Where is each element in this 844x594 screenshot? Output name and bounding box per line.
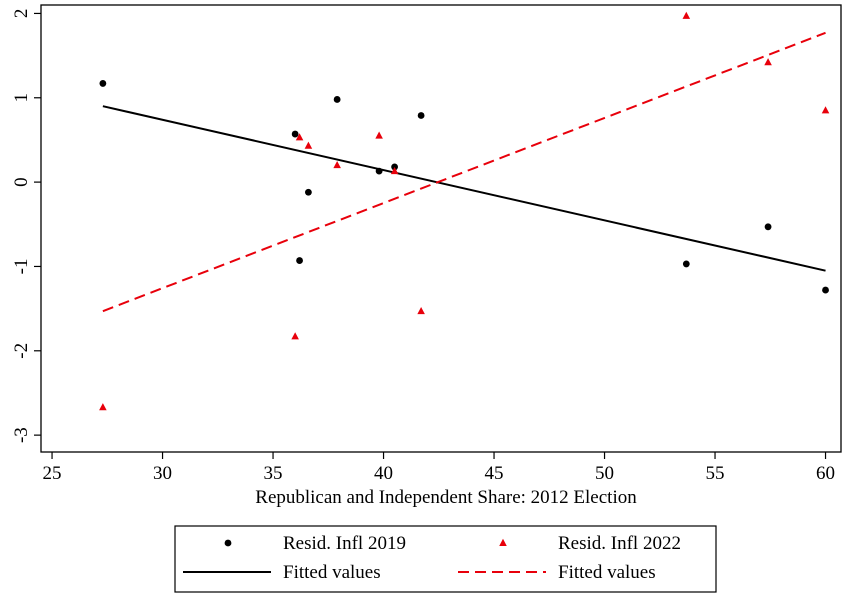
point-2019 xyxy=(333,96,341,103)
x-tick-label: 25 xyxy=(43,463,62,484)
data-points xyxy=(99,11,830,411)
point-2022 xyxy=(682,11,691,19)
legend-swatch-2022 xyxy=(499,538,507,546)
point-2019 xyxy=(296,257,303,264)
y-tick-label: 2 xyxy=(11,9,32,19)
legend-label: Fitted values xyxy=(283,562,381,583)
legend-swatch-2019 xyxy=(224,539,232,547)
legend-box xyxy=(174,525,717,593)
plot-border xyxy=(40,4,842,453)
point-2019 xyxy=(764,223,772,231)
x-axis: 25 30 35 40 45 50 55 60 xyxy=(43,452,835,484)
y-tick-label: -3 xyxy=(11,427,32,443)
legend-label: Resid. Infl 2022 xyxy=(558,533,681,554)
y-tick-label: -2 xyxy=(11,343,32,359)
point-2019 xyxy=(375,167,383,175)
point-2022 xyxy=(417,306,425,315)
point-2022 xyxy=(99,403,107,411)
legend-label: Resid. Infl 2019 xyxy=(283,533,406,554)
point-2022 xyxy=(390,166,399,175)
fitted-line-2022 xyxy=(102,31,826,313)
x-tick-label: 50 xyxy=(595,463,614,484)
point-2019 xyxy=(682,260,690,268)
point-2019 xyxy=(391,163,398,171)
point-2022 xyxy=(291,332,299,340)
point-2022 xyxy=(295,133,304,141)
point-2019 xyxy=(822,286,829,294)
fitted-lines xyxy=(102,31,826,313)
point-2022 xyxy=(821,106,830,114)
point-2019 xyxy=(305,188,312,196)
point-2022 xyxy=(375,131,383,139)
x-tick-label: 30 xyxy=(153,463,172,484)
x-tick-label: 55 xyxy=(706,463,725,484)
y-tick-label: 1 xyxy=(11,93,32,103)
point-2019 xyxy=(291,130,299,138)
point-2022 xyxy=(764,58,772,66)
x-tick-label: 60 xyxy=(816,463,835,484)
x-tick-label: 40 xyxy=(374,463,393,484)
point-2022 xyxy=(304,141,313,149)
fitted-line-2019 xyxy=(102,105,826,272)
y-axis: -3 -2 -1 0 1 2 xyxy=(11,9,41,443)
y-tick-label: 0 xyxy=(11,177,32,187)
point-2019 xyxy=(99,80,107,87)
plot-area xyxy=(40,4,842,453)
x-tick-label: 35 xyxy=(264,463,283,484)
y-tick-label: -1 xyxy=(11,259,32,275)
x-axis-title: Republican and Independent Share: 2012 E… xyxy=(255,487,637,508)
point-2022 xyxy=(333,161,341,169)
legend: Resid. Infl 2019 Resid. Infl 2022 Fitted v… xyxy=(174,525,717,593)
x-tick-label: 45 xyxy=(485,463,504,484)
legend-label: Fitted values xyxy=(558,562,656,583)
point-2019 xyxy=(417,112,425,119)
